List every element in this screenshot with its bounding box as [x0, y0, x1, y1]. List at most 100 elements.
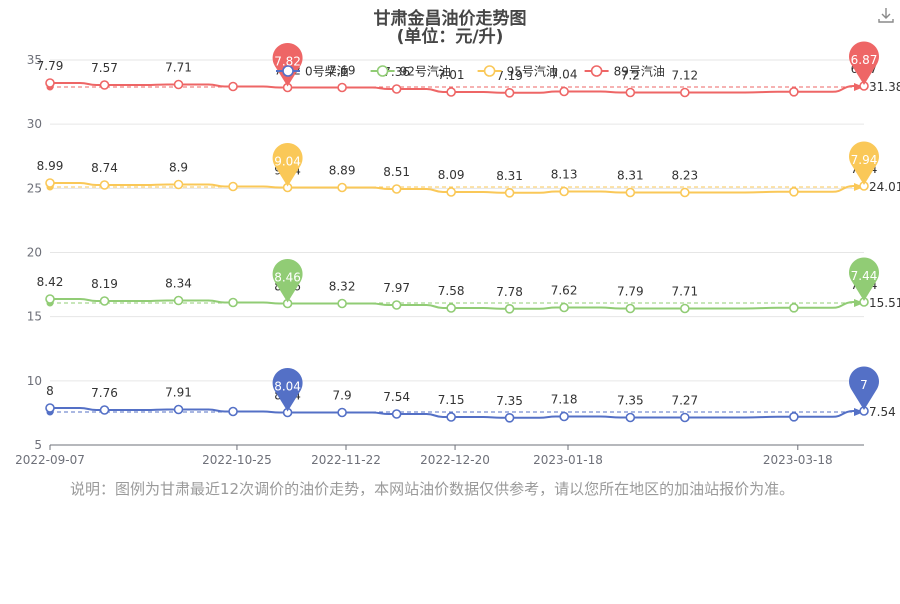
max-pin-shape — [272, 368, 303, 412]
data-point — [99, 296, 110, 306]
data-label: 7.54 — [383, 390, 410, 404]
y-tick-label: 15 — [27, 310, 42, 324]
average-arrow — [854, 299, 864, 307]
legend-item-0[interactable]: 0号柴油 — [276, 65, 349, 79]
y-tick-label: 10 — [27, 374, 42, 388]
x-tick-label: 2022-09-07 — [15, 453, 85, 467]
data-point — [337, 82, 347, 93]
data-label: 7.58 — [438, 284, 465, 298]
legend-item-3[interactable]: 89号汽油 — [584, 64, 665, 79]
data-point — [446, 87, 456, 97]
y-tick-label: 35 — [27, 53, 42, 67]
data-label: 7.12 — [671, 69, 698, 83]
legend: 0号柴油 92号汽油 95号汽油 89号汽油 — [276, 64, 665, 79]
max-pin: 7.82 — [272, 43, 303, 87]
data-point — [504, 88, 515, 98]
max-pin-shape — [272, 143, 303, 187]
legend-marker — [590, 65, 603, 77]
data-label: 8.31 — [496, 169, 523, 183]
data-point — [559, 411, 569, 422]
data-label: 7.27 — [671, 394, 698, 408]
chart-subtitle: (单位：元/升) — [396, 27, 504, 47]
data-point — [391, 184, 402, 194]
average-arrow — [854, 83, 864, 91]
data-label: 7.35 — [617, 394, 644, 408]
y-tick-label: 25 — [27, 181, 42, 195]
data-point — [45, 178, 55, 188]
data-point — [625, 412, 636, 423]
data-point — [391, 300, 402, 310]
min-pin: 7 — [849, 366, 880, 410]
data-label: 8.31 — [617, 169, 644, 183]
data-label: 8.74 — [91, 161, 118, 175]
data-point — [99, 405, 110, 415]
min-pin: 7.44 — [849, 257, 880, 301]
data-label: 8.19 — [91, 277, 118, 291]
max-pin: 8.04 — [272, 368, 303, 412]
data-label: 8.13 — [551, 168, 578, 182]
data-point — [337, 407, 347, 418]
min-pin: 6.87 — [849, 41, 879, 85]
data-label: 7.57 — [91, 61, 118, 75]
max-pin-shape — [272, 259, 303, 303]
min-pin-label: 7.94 — [851, 153, 878, 167]
data-label: 8.32 — [329, 280, 356, 294]
max-pin-label: 7.82 — [274, 55, 301, 69]
data-label: 7.91 — [165, 386, 192, 400]
data-point — [446, 187, 456, 197]
data-point — [228, 297, 238, 308]
legend-item-1[interactable]: 92号汽油 — [370, 64, 451, 79]
data-label: 7.9 — [333, 389, 352, 403]
x-tick-label: 2022-11-22 — [311, 453, 381, 467]
data-label: 8.23 — [671, 169, 698, 183]
data-label: 7.62 — [551, 284, 578, 298]
data-point — [45, 403, 55, 413]
data-label: 8.51 — [383, 165, 410, 179]
data-point — [446, 303, 456, 313]
data-point — [789, 302, 799, 313]
chart-title: 甘肃金昌油价走势图 — [373, 9, 527, 29]
average-label: 31.38 — [869, 80, 900, 94]
data-label: 8.09 — [438, 168, 465, 182]
y-tick-label: 30 — [27, 117, 42, 131]
data-point — [228, 406, 238, 417]
data-label: 7.79 — [617, 285, 644, 299]
data-point — [45, 78, 55, 88]
download-icon[interactable] — [877, 6, 895, 24]
data-point — [228, 81, 238, 92]
data-point — [625, 187, 636, 198]
series-line-0 — [50, 407, 864, 419]
data-point — [559, 186, 569, 197]
data-point — [504, 303, 515, 314]
chart-note: 说明：图例为甘肃最近12次调价的油价走势，本网站油价数据仅供参考，请以您所在地区… — [70, 480, 795, 498]
min-pin-shape — [849, 366, 880, 410]
legend-marker — [376, 65, 389, 77]
max-pin: 8.46 — [272, 259, 303, 303]
min-pin-shape — [849, 141, 880, 185]
legend-item-2[interactable]: 95号汽油 — [477, 64, 558, 79]
data-point — [680, 87, 690, 98]
data-point — [680, 303, 690, 314]
data-label: 7.76 — [91, 386, 118, 400]
data-point — [789, 187, 799, 197]
data-point — [789, 87, 799, 97]
data-label: 7.69 — [329, 64, 356, 78]
average-label: 7.54 — [869, 405, 896, 419]
data-label: 7.78 — [496, 285, 523, 299]
legend-marker — [483, 65, 496, 77]
series-group: 7.54 8 7.76 7.91 8.04 7.9 7.54 7.15 7.35 7.18 7.35… — [37, 41, 900, 423]
data-point — [45, 294, 55, 304]
min-pin-label: 7.44 — [851, 269, 878, 283]
data-label: 7.2 — [621, 69, 640, 83]
data-point — [680, 412, 690, 423]
min-pin-shape — [849, 41, 879, 85]
max-pin-label: 8.46 — [274, 271, 301, 285]
max-pin-label: 9.04 — [274, 155, 301, 169]
x-tick-label: 2022-10-25 — [202, 453, 272, 467]
data-point — [337, 182, 347, 193]
data-label: 7.15 — [438, 393, 465, 407]
data-label: 7.35 — [496, 394, 523, 408]
data-point — [625, 303, 636, 314]
legend-marker — [282, 65, 294, 77]
series-line-1 — [50, 298, 864, 310]
